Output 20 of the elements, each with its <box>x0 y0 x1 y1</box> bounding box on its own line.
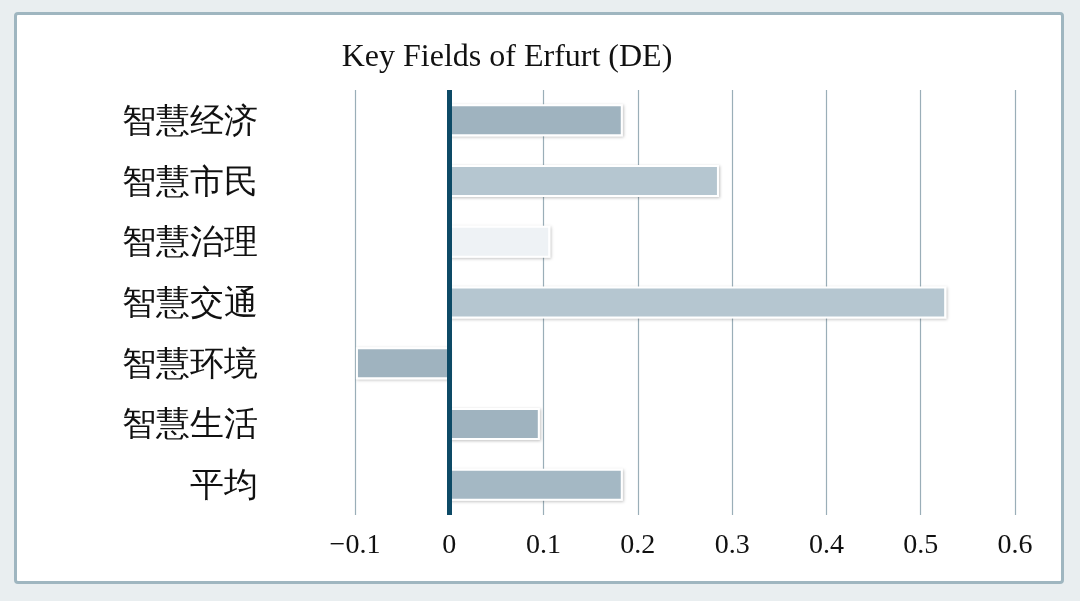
x-tick-label: −0.1 <box>329 527 381 559</box>
x-tick-label: 0.4 <box>808 527 844 559</box>
bar <box>449 407 540 440</box>
x-tick-label: 0.1 <box>526 527 562 559</box>
y-tick-label: 平均 <box>190 466 258 504</box>
x-tick-label: 0.3 <box>714 527 750 559</box>
y-tick-label: 智慧环境 <box>122 344 258 382</box>
bar <box>449 286 947 319</box>
y-tick-label: 智慧生活 <box>122 405 258 443</box>
y-tick-label: 智慧市民 <box>122 162 258 200</box>
y-tick-label: 智慧交通 <box>122 284 258 321</box>
bar <box>449 225 551 258</box>
x-tick-label: 0.2 <box>620 527 656 559</box>
bar <box>449 165 719 198</box>
x-tick-label: 0.6 <box>997 527 1033 559</box>
x-tick-label: 0 <box>442 527 457 559</box>
y-tick-label: 智慧治理 <box>122 223 258 261</box>
x-tick-label: 0.5 <box>903 527 939 559</box>
y-tick-label: 智慧经济 <box>122 101 258 139</box>
chart-title: Key Fields of Erfurt (DE) <box>341 37 673 73</box>
